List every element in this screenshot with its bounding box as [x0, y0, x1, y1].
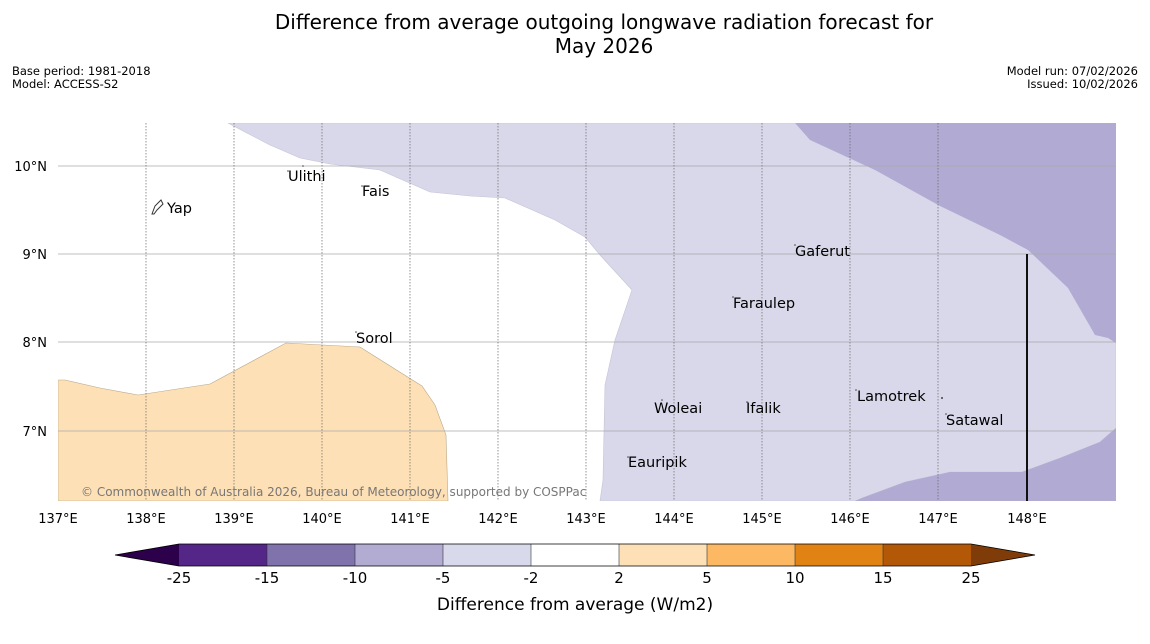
- place-label-yap: Yap: [166, 201, 192, 217]
- lat-label-10n: 10°N: [14, 160, 47, 175]
- place-label-lamotrek: Lamotrek: [857, 389, 926, 405]
- colorbar-tick-0: -25: [167, 569, 192, 587]
- colorbar-tick-5: 2: [614, 569, 624, 587]
- lon-label-145e: 145°E: [742, 512, 782, 527]
- place-label-gaferut: Gaferut: [795, 244, 850, 260]
- place-label-faraulep: Faraulep: [733, 296, 795, 312]
- colorbar-bin-8: [795, 544, 883, 566]
- colorbar-bin-2: [267, 544, 355, 566]
- lon-label-138e: 138°E: [126, 512, 166, 527]
- yap-island-icon: [151, 199, 164, 215]
- lon-label-144e: 144°E: [654, 512, 694, 527]
- lon-label-146e: 146°E: [830, 512, 870, 527]
- lon-label-139e: 139°E: [214, 512, 254, 527]
- colorbar-bin-6: [619, 544, 707, 566]
- lon-label-137e: 137°E: [38, 512, 78, 527]
- longitude-labels: 137°E 138°E 139°E 140°E 141°E 142°E 143°…: [38, 512, 1047, 527]
- copyright-credit: © Commonwealth of Australia 2026, Bureau…: [81, 485, 586, 499]
- issued-date: Issued: 10/02/2026: [1027, 77, 1138, 91]
- colorbar-bin-3: [355, 544, 443, 566]
- base-period: Base period: 1981-2018: [12, 64, 151, 78]
- colorbar: -25 -15 -10 -5 -2 2 5 10 15 25 Differenc…: [114, 543, 1036, 615]
- place-label-satawal: Satawal: [946, 413, 1003, 429]
- lat-label-7n: 7°N: [23, 425, 48, 440]
- lon-label-141e: 141°E: [390, 512, 430, 527]
- lon-label-143e: 143°E: [566, 512, 606, 527]
- map-area: Yap Ulithi Fais Gaferut Faraulep Sorol W…: [58, 123, 1116, 501]
- region-negative-10-5-se: [855, 428, 1116, 501]
- chart-title-line2: May 2026: [554, 34, 654, 58]
- colorbar-extend-high: [971, 544, 1035, 566]
- colorbar-bin-1: [179, 544, 267, 566]
- colorbar-label: Difference from average (W/m2): [437, 595, 713, 615]
- region-positive-2-5: [58, 342, 449, 501]
- colorbar-bin-5: [531, 544, 619, 566]
- latitude-labels: 10°N 9°N 8°N 7°N: [14, 160, 47, 440]
- gridlines: [58, 123, 1116, 501]
- lon-label-142e: 142°E: [478, 512, 518, 527]
- colorbar-tick-4: -2: [524, 569, 539, 587]
- colorbar-tick-7: 10: [785, 569, 804, 587]
- colorbar-tick-2: -10: [343, 569, 368, 587]
- colorbar-tick-1: -15: [255, 569, 280, 587]
- lon-label-140e: 140°E: [302, 512, 342, 527]
- colorbar-bin-4: [443, 544, 531, 566]
- place-label-ifalik: Ifalik: [746, 401, 781, 417]
- lon-label-148e: 148°E: [1007, 512, 1047, 527]
- lon-label-147e: 147°E: [918, 512, 958, 527]
- place-label-woleai: Woleai: [654, 401, 702, 417]
- colorbar-bin-9: [883, 544, 971, 566]
- place-label-ulithi: Ulithi: [288, 169, 326, 185]
- colorbar-bin-7: [707, 544, 795, 566]
- colorbar-tick-6: 5: [702, 569, 712, 587]
- colorbar-tick-8: 15: [873, 569, 892, 587]
- lat-label-8n: 8°N: [23, 336, 48, 351]
- lat-label-9n: 9°N: [23, 248, 48, 263]
- colorbar-extend-low: [115, 544, 179, 566]
- chart-title-line1: Difference from average outgoing longwav…: [274, 10, 934, 34]
- model-name: Model: ACCESS-S2: [12, 77, 119, 91]
- colorbar-tick-3: -5: [436, 569, 451, 587]
- place-label-sorol: Sorol: [356, 331, 393, 347]
- island-markers: [287, 165, 947, 458]
- region-negative-10-5-ne: [795, 123, 1116, 343]
- place-label-fais: Fais: [362, 184, 389, 200]
- colorbar-tick-9: 25: [961, 569, 980, 587]
- model-run: Model run: 07/02/2026: [1006, 64, 1138, 78]
- place-label-eauripik: Eauripik: [628, 455, 687, 471]
